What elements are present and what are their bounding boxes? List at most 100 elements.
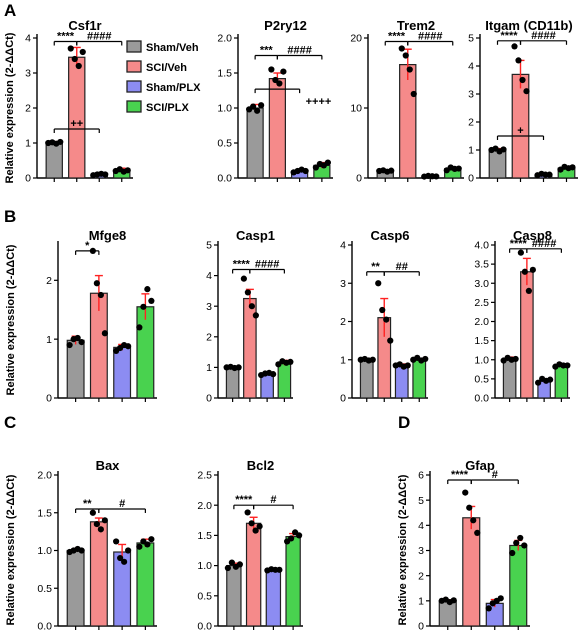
- data-point: [388, 167, 395, 174]
- y-tick-label: 4: [340, 240, 346, 252]
- data-point: [398, 45, 405, 52]
- panel-letter-d: D: [398, 413, 410, 432]
- y-tick-label: 1.5: [197, 530, 212, 542]
- significance-label: ****: [510, 238, 528, 250]
- y-tick-label: 1.0: [197, 560, 212, 572]
- chart-title: Bax: [96, 458, 121, 473]
- y-tick-label: 1: [25, 138, 31, 150]
- significance-label: ####: [287, 45, 311, 57]
- significance-label: ****: [451, 469, 469, 481]
- data-point: [248, 520, 255, 527]
- significance-label: ####: [532, 238, 556, 250]
- data-point: [268, 66, 275, 73]
- y-tick-label: 2: [340, 316, 346, 328]
- data-point: [512, 355, 519, 363]
- significance-label: ****: [57, 31, 75, 43]
- significance-label: ####: [531, 30, 555, 42]
- chart-title: Csf1r: [68, 18, 101, 33]
- bar-sci-veh: [268, 77, 286, 179]
- y-tick-label: 1.0: [217, 103, 232, 115]
- y-tick-label: 0: [340, 393, 346, 405]
- y-tick-label: 2.5: [197, 470, 212, 482]
- data-point: [235, 364, 242, 371]
- data-point: [287, 358, 294, 365]
- y-tick-label: 3.0: [474, 278, 489, 290]
- significance-label: ****: [235, 494, 253, 506]
- bar-sci-plx: [509, 544, 528, 627]
- bar-sham-plx: [265, 569, 282, 627]
- chart-title: Bcl2: [247, 458, 274, 473]
- data-point: [462, 489, 469, 496]
- panel-letter-b: B: [4, 207, 16, 226]
- chart-title: Gfap: [465, 458, 495, 473]
- data-point: [569, 164, 576, 171]
- data-point: [244, 289, 251, 296]
- data-point: [252, 312, 259, 319]
- data-point: [546, 171, 553, 178]
- significance-label: +: [517, 125, 523, 137]
- data-point: [450, 597, 457, 604]
- y-tick-label: 0: [356, 173, 362, 185]
- bar-sham-plx: [394, 364, 409, 399]
- y-tick-label: 4: [206, 270, 212, 282]
- y-tick-label: 0.5: [217, 138, 232, 150]
- data-point: [258, 102, 265, 109]
- data-point: [272, 76, 279, 84]
- data-point: [375, 280, 382, 287]
- data-point: [276, 80, 283, 87]
- data-point: [78, 547, 85, 554]
- y-tick-label: 0.0: [217, 173, 232, 185]
- chart-title: P2ry12: [264, 18, 307, 33]
- panel-letter-c: C: [4, 413, 16, 432]
- bar-sci-plx: [136, 306, 155, 399]
- data-point: [517, 249, 524, 256]
- bar-sham-veh: [225, 366, 240, 399]
- data-point: [402, 52, 409, 59]
- significance-label: ****: [500, 30, 518, 42]
- data-point: [101, 517, 108, 524]
- chart-title: Casp8: [513, 228, 552, 243]
- significance-label: ++: [70, 118, 83, 130]
- y-tick-label: 2: [418, 570, 424, 582]
- significance-label: ****: [388, 31, 406, 43]
- legend-label-1: SCI/Veh: [146, 62, 187, 74]
- y-tick-label: 6: [418, 470, 424, 482]
- data-point: [102, 171, 109, 178]
- y-tick-label: 1: [46, 334, 52, 346]
- data-point: [288, 535, 295, 542]
- data-point: [125, 547, 132, 554]
- y-tick-label: 1: [418, 595, 424, 607]
- data-point: [379, 306, 386, 314]
- chart-casp8: Casp8 0.0 0.5 1.0 1.5 2.0 2.5 3.0 3.5 4.0 **** ####: [474, 228, 571, 405]
- data-point: [470, 517, 477, 524]
- y-tick-label: 5: [206, 240, 212, 252]
- data-point: [302, 167, 309, 175]
- significance-label: *: [85, 240, 90, 252]
- data-point: [228, 559, 235, 566]
- chart-trem2: Trem2 0 10 20 **** ####: [350, 18, 464, 185]
- bar-sham-veh: [502, 358, 517, 399]
- data-point: [144, 541, 151, 548]
- bar-sham-veh: [488, 149, 507, 179]
- y-tick-label: 1.5: [217, 68, 232, 80]
- bar-sci-veh: [399, 63, 417, 179]
- data-point: [519, 76, 526, 84]
- data-point: [509, 549, 516, 557]
- legend-label-3: SCI/PLX: [146, 102, 189, 114]
- data-point: [535, 379, 542, 386]
- significance-label: **: [371, 261, 380, 273]
- data-point: [256, 523, 263, 530]
- y-tick-label: 0: [418, 621, 424, 633]
- y-tick-label: 4: [25, 33, 31, 45]
- data-point: [124, 167, 131, 174]
- y-tick-label: 2.0: [217, 33, 232, 45]
- data-point: [136, 324, 143, 331]
- y-tick-label: 0.0: [197, 621, 212, 633]
- y-tick-label: 0.0: [37, 621, 52, 633]
- data-point: [75, 62, 82, 70]
- data-point: [97, 291, 104, 299]
- data-point: [422, 355, 429, 363]
- data-point: [525, 287, 532, 294]
